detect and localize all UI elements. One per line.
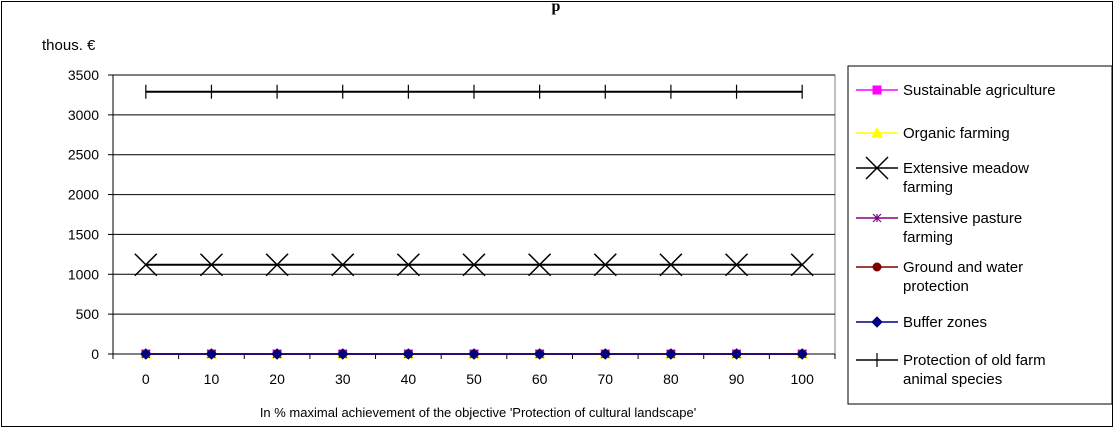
legend: Sustainable agriculture Organic farming Ex… xyxy=(847,65,1113,405)
x-tick-label: 90 xyxy=(729,371,745,387)
x-tick-label: 60 xyxy=(532,371,548,387)
x-tick-label: 20 xyxy=(269,371,285,387)
marker-diamond xyxy=(205,348,218,360)
marker-x xyxy=(396,253,420,277)
legend-item-4: Ground and water protection xyxy=(856,259,1023,295)
marker-diamond xyxy=(665,348,677,360)
x-tick-label: 100 xyxy=(791,371,815,387)
marker-diamond xyxy=(468,348,480,360)
chart-title-fragment: p xyxy=(552,0,561,15)
series-6 xyxy=(145,84,803,99)
marker-diamond xyxy=(599,348,611,360)
series-5 xyxy=(140,348,808,360)
marker-x xyxy=(528,253,552,277)
y-tick-label: 2000 xyxy=(68,187,99,203)
marker-x xyxy=(790,253,814,277)
legend-item-1: Organic farming xyxy=(856,125,1010,142)
x-tick-label: 80 xyxy=(663,371,679,387)
x-tick-label: 40 xyxy=(401,371,417,387)
marker-x xyxy=(865,156,889,180)
marker-x xyxy=(593,253,617,277)
legend-label: Buffer zones xyxy=(903,314,987,331)
x-tick-label: 70 xyxy=(597,371,613,387)
marker-diamond xyxy=(533,348,546,360)
legend-label: Ground and water protection xyxy=(903,259,1023,295)
legend-label: Extensive meadow farming xyxy=(903,160,1029,196)
legend-item-6: Protection of old farm animal species xyxy=(856,352,1046,388)
marker-diamond xyxy=(730,348,743,360)
y-tick-label: 1500 xyxy=(68,226,99,242)
marker-x xyxy=(462,253,486,277)
marker-x xyxy=(725,253,749,277)
marker-diamond xyxy=(402,348,415,360)
marker-x xyxy=(134,253,158,277)
legend-label: Sustainable agriculture xyxy=(903,82,1056,99)
legend-label: Protection of old farm animal species xyxy=(903,352,1046,388)
marker-x xyxy=(199,253,223,277)
x-tick-label: 50 xyxy=(466,371,482,387)
x-axis-label: In % maximal achievement of the objectiv… xyxy=(260,405,696,420)
legend-label: Organic farming xyxy=(903,125,1010,142)
marker-x xyxy=(659,253,683,277)
y-tick-label: 3000 xyxy=(68,107,99,123)
marker-star xyxy=(872,213,882,223)
y-axis-label: thous. € xyxy=(42,37,96,54)
legend-item-2: Extensive meadow farming xyxy=(856,156,1029,196)
marker-square xyxy=(872,85,882,95)
marker-diamond xyxy=(796,348,808,360)
legend-item-3: Extensive pasture farming xyxy=(856,210,1022,246)
marker-x xyxy=(331,253,355,277)
y-tick-label: 2500 xyxy=(68,147,99,163)
legend-item-5: Buffer zones xyxy=(856,314,987,331)
series-group xyxy=(134,84,814,360)
x-tick-label: 10 xyxy=(204,371,220,387)
marker-diamond xyxy=(871,316,883,328)
marker-diamond xyxy=(271,348,283,360)
marker-diamond xyxy=(337,348,349,360)
marker-triangle xyxy=(871,126,883,138)
marker-diamond xyxy=(140,348,152,360)
x-tick-label: 30 xyxy=(335,371,351,387)
series-2 xyxy=(134,253,814,277)
marker-circle xyxy=(872,262,882,272)
y-tick-label: 1000 xyxy=(68,266,99,282)
y-tick-label: 0 xyxy=(91,346,99,362)
legend-box xyxy=(847,65,1113,405)
x-tick-label: 0 xyxy=(142,371,150,387)
legend-label: Extensive pasture farming xyxy=(903,210,1022,246)
legend-item-0: Sustainable agriculture xyxy=(856,82,1056,99)
y-tick-label: 3500 xyxy=(68,67,99,83)
marker-x xyxy=(265,253,289,277)
y-tick-label: 500 xyxy=(76,306,100,322)
axes: 0 500 1000 1500 2000 2500 3000 3500 0 10 20 30 40 50 6… xyxy=(68,67,836,387)
